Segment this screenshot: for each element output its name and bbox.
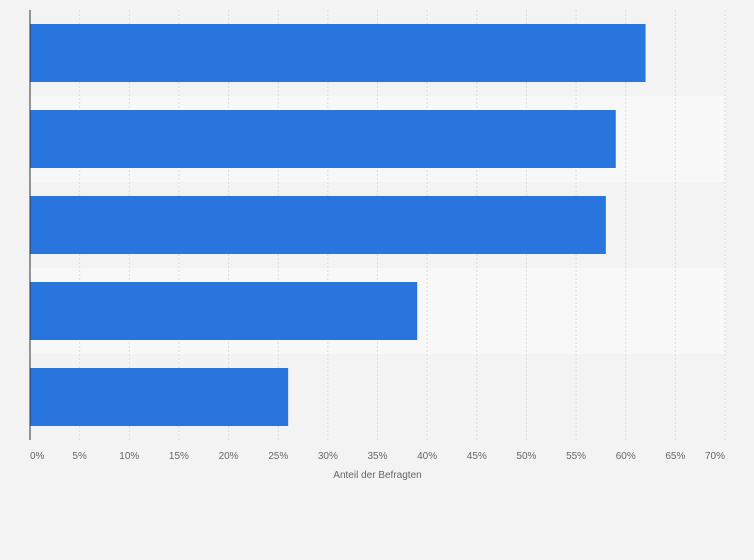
x-tick-label: 5% bbox=[72, 451, 87, 462]
bar bbox=[30, 368, 289, 426]
x-tick-label: 55% bbox=[566, 451, 586, 462]
x-tick-label: 70% bbox=[705, 451, 725, 462]
x-tick-label: 35% bbox=[367, 451, 387, 462]
x-axis-title: Anteil der Befragten bbox=[333, 470, 421, 481]
x-tick-label: 0% bbox=[30, 451, 45, 462]
bar bbox=[30, 110, 616, 168]
x-tick-label: 20% bbox=[219, 451, 239, 462]
x-tick-label: 25% bbox=[268, 451, 288, 462]
bar bbox=[30, 196, 606, 254]
x-tick-label: 40% bbox=[417, 451, 437, 462]
x-tick-label: 15% bbox=[169, 451, 189, 462]
x-tick-label: 10% bbox=[119, 451, 139, 462]
bar bbox=[30, 24, 646, 82]
x-tick-label: 30% bbox=[318, 451, 338, 462]
x-tick-labels: 0% 5% 10% 15% 20% 25% 30% 35% 40% 45% 50% 55% 60% 65%… bbox=[30, 451, 725, 462]
bar bbox=[30, 282, 418, 340]
x-tick-label: 65% bbox=[665, 451, 685, 462]
bars bbox=[30, 24, 646, 426]
x-tick-label: 45% bbox=[467, 451, 487, 462]
x-tick-label: 50% bbox=[516, 451, 536, 462]
x-tick-label: 60% bbox=[616, 451, 636, 462]
